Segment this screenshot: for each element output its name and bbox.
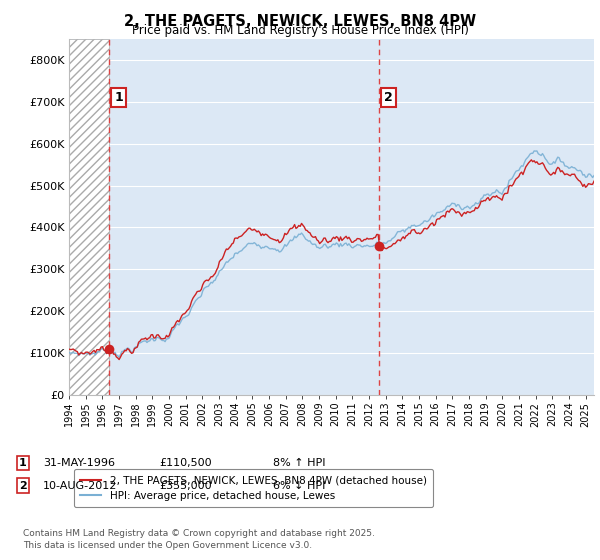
Text: 31-MAY-1996: 31-MAY-1996 xyxy=(43,458,115,468)
Bar xyxy=(69,39,109,395)
Text: 10-AUG-2012: 10-AUG-2012 xyxy=(43,480,118,491)
Text: 2: 2 xyxy=(384,91,393,104)
Text: 6% ↓ HPI: 6% ↓ HPI xyxy=(273,480,325,491)
Text: 1: 1 xyxy=(115,91,123,104)
Text: Contains HM Land Registry data © Crown copyright and database right 2025.
This d: Contains HM Land Registry data © Crown c… xyxy=(23,529,374,550)
Text: 2: 2 xyxy=(19,480,26,491)
Text: 1: 1 xyxy=(19,458,26,468)
Text: £110,500: £110,500 xyxy=(159,458,212,468)
Legend: 2, THE PAGETS, NEWICK, LEWES, BN8 4PW (detached house), HPI: Average price, deta: 2, THE PAGETS, NEWICK, LEWES, BN8 4PW (d… xyxy=(74,469,433,507)
Text: Price paid vs. HM Land Registry's House Price Index (HPI): Price paid vs. HM Land Registry's House … xyxy=(131,24,469,37)
Text: 2, THE PAGETS, NEWICK, LEWES, BN8 4PW: 2, THE PAGETS, NEWICK, LEWES, BN8 4PW xyxy=(124,14,476,29)
Text: £355,000: £355,000 xyxy=(159,480,212,491)
Text: 8% ↑ HPI: 8% ↑ HPI xyxy=(273,458,325,468)
